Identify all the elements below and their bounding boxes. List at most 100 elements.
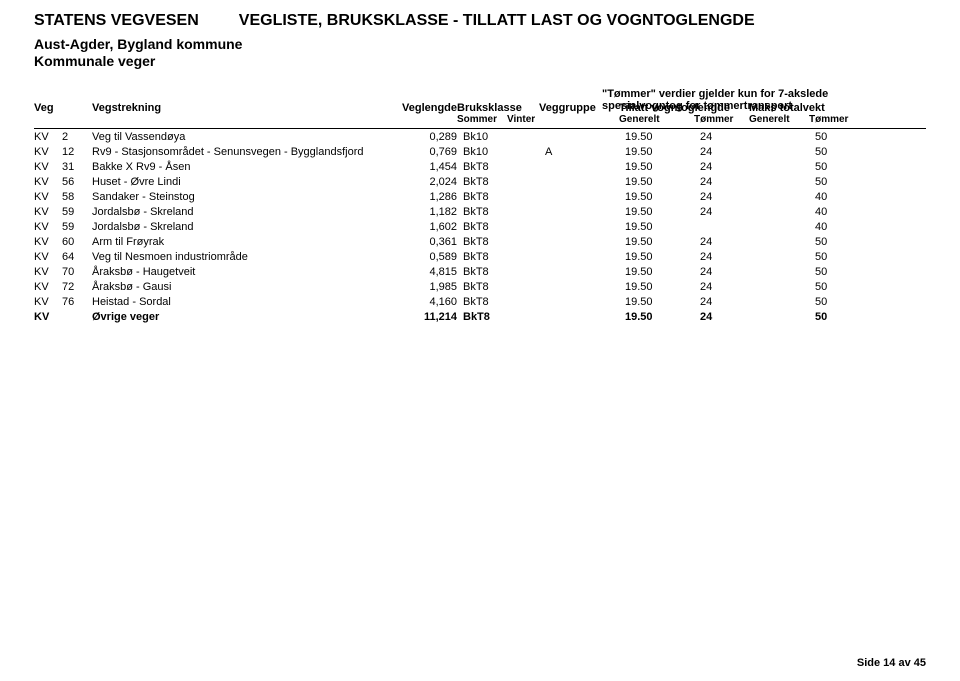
hdr-mtv-tommer: Tømmer bbox=[809, 114, 869, 125]
table-row: KV58Sandaker - Steinstog1,286BkT819.5024… bbox=[34, 189, 926, 204]
table-row: KV31Bakke X Rv9 - Åsen1,454BkT819.502450 bbox=[34, 159, 926, 174]
cell-tvlg: 19.50 bbox=[625, 251, 700, 263]
cell-strek: Åraksbø - Haugetveit bbox=[92, 266, 402, 278]
cell-tvlg: 19.50 bbox=[625, 296, 700, 308]
cell-tvlg: 19.50 bbox=[625, 236, 700, 248]
cell-tvlg: 19.50 bbox=[625, 161, 700, 173]
table-row: KV70Åraksbø - Haugetveit4,815BkT819.5024… bbox=[34, 264, 926, 279]
cell-veg: KV bbox=[34, 296, 62, 308]
cell-veg: KV bbox=[34, 266, 62, 278]
cell-tvlt: 24 bbox=[700, 131, 755, 143]
cell-tvlg: 19.50 bbox=[625, 131, 700, 143]
cell-tvlg: 19.50 bbox=[625, 146, 700, 158]
cell-tvlt: 24 bbox=[700, 161, 755, 173]
table-row: KV76Heistad - Sordal4,160BkT819.502450 bbox=[34, 294, 926, 309]
cell-strek: Veg til Nesmoen industriområde bbox=[92, 251, 402, 263]
cell-veg: KV bbox=[34, 146, 62, 158]
cell-mtvt: 50 bbox=[815, 266, 875, 278]
cell-tvlt: 24 bbox=[700, 236, 755, 248]
cell-vegl: 4,815 bbox=[402, 266, 463, 278]
cell-tvlt: 24 bbox=[700, 311, 755, 323]
cell-mtvt: 40 bbox=[815, 221, 875, 233]
table-row: KV59Jordalsbø - Skreland1,182BkT819.5024… bbox=[34, 204, 926, 219]
cell-vegl: 1,602 bbox=[402, 221, 463, 233]
cell-vegl: 4,160 bbox=[402, 296, 463, 308]
cell-vegl: 1,454 bbox=[402, 161, 463, 173]
cell-vegl: 0,289 bbox=[402, 131, 463, 143]
cell-bk: BkT8 bbox=[463, 296, 545, 308]
cell-num: 64 bbox=[62, 251, 92, 263]
cell-strek: Arm til Frøyrak bbox=[92, 236, 402, 248]
org-title: STATENS VEGVESEN bbox=[34, 12, 199, 30]
cell-tvlt: 24 bbox=[700, 266, 755, 278]
cell-num: 70 bbox=[62, 266, 92, 278]
cell-mtvt: 40 bbox=[815, 206, 875, 218]
cell-num: 59 bbox=[62, 206, 92, 218]
cell-mtvt: 50 bbox=[815, 311, 875, 323]
cell-mtvt: 50 bbox=[815, 251, 875, 263]
table-row: KV72Åraksbø - Gausi1,985BkT819.502450 bbox=[34, 279, 926, 294]
cell-bk: Bk10 bbox=[463, 146, 545, 158]
roads-type-line: Kommunale veger bbox=[34, 53, 926, 70]
cell-bk: BkT8 bbox=[463, 161, 545, 173]
cell-strek: Rv9 - Stasjonsområdet - Senunsvegen - By… bbox=[92, 146, 402, 158]
cell-tvlg: 19.50 bbox=[625, 191, 700, 203]
cell-veg: KV bbox=[34, 191, 62, 203]
cell-num: 31 bbox=[62, 161, 92, 173]
cell-mtvt: 50 bbox=[815, 131, 875, 143]
cell-vegl: 2,024 bbox=[402, 176, 463, 188]
cell-veg: KV bbox=[34, 131, 62, 143]
note-line-1: "Tømmer" verdier gjelder kun for 7-aksle… bbox=[602, 88, 872, 100]
note-box: "Tømmer" verdier gjelder kun for 7-aksle… bbox=[602, 88, 872, 112]
cell-tvlt: 24 bbox=[700, 251, 755, 263]
cell-tvlg: 19.50 bbox=[625, 311, 700, 323]
table-row: KV12Rv9 - Stasjonsområdet - Senunsvegen … bbox=[34, 144, 926, 159]
cell-mtvt: 40 bbox=[815, 191, 875, 203]
cell-tvlg: 19.50 bbox=[625, 206, 700, 218]
cell-num: 12 bbox=[62, 146, 92, 158]
cell-tvlt: 24 bbox=[700, 296, 755, 308]
hdr-sommer: Sommer bbox=[457, 114, 497, 125]
cell-num: 58 bbox=[62, 191, 92, 203]
cell-num: 2 bbox=[62, 131, 92, 143]
hdr-bruksklasse-label: Bruksklasse bbox=[457, 102, 539, 114]
cell-vgr: A bbox=[545, 146, 625, 158]
cell-strek: Jordalsbø - Skreland bbox=[92, 221, 402, 233]
hdr-veglengde: Veglengde bbox=[402, 102, 457, 125]
hdr-tvl-tommer: Tømmer bbox=[694, 114, 749, 125]
cell-strek: Bakke X Rv9 - Åsen bbox=[92, 161, 402, 173]
title-row: STATENS VEGVESEN VEGLISTE, BRUKSKLASSE -… bbox=[34, 12, 926, 30]
cell-strek: Sandaker - Steinstog bbox=[92, 191, 402, 203]
table-row: KV56Huset - Øvre Lindi2,024BkT819.502450 bbox=[34, 174, 926, 189]
cell-tvlt: 24 bbox=[700, 176, 755, 188]
cell-mtvt: 50 bbox=[815, 146, 875, 158]
cell-num: 72 bbox=[62, 281, 92, 293]
cell-vegl: 0,589 bbox=[402, 251, 463, 263]
cell-tvlt: 24 bbox=[700, 191, 755, 203]
cell-tvlg: 19.50 bbox=[625, 176, 700, 188]
cell-veg: KV bbox=[34, 281, 62, 293]
cell-tvlg: 19.50 bbox=[625, 266, 700, 278]
cell-veg: KV bbox=[34, 161, 62, 173]
cell-num: 60 bbox=[62, 236, 92, 248]
table-row: KVØvrige veger11,214BkT819.502450 bbox=[34, 309, 926, 324]
table-row: KV64Veg til Nesmoen industriområde0,589B… bbox=[34, 249, 926, 264]
note-line-2: spesialvogntog for tømmertransport bbox=[602, 100, 872, 112]
cell-strek: Veg til Vassendøya bbox=[92, 131, 402, 143]
hdr-vegstrekning: Vegstrekning bbox=[92, 102, 402, 125]
cell-bk: BkT8 bbox=[463, 251, 545, 263]
table-row: KV2Veg til Vassendøya0,289Bk1019.502450 bbox=[34, 129, 926, 144]
hdr-bruksklasse: Bruksklasse Sommer Vinter bbox=[457, 102, 539, 125]
cell-bk: BkT8 bbox=[463, 191, 545, 203]
table-row: KV60Arm til Frøyrak0,361BkT819.502450 bbox=[34, 234, 926, 249]
cell-veg: KV bbox=[34, 251, 62, 263]
page-footer: Side 14 av 45 bbox=[857, 657, 926, 669]
cell-strek: Heistad - Sordal bbox=[92, 296, 402, 308]
cell-veg: KV bbox=[34, 311, 62, 323]
cell-vegl: 1,985 bbox=[402, 281, 463, 293]
cell-bk: BkT8 bbox=[463, 281, 545, 293]
cell-veg: KV bbox=[34, 236, 62, 248]
cell-bk: BkT8 bbox=[463, 176, 545, 188]
cell-bk: BkT8 bbox=[463, 236, 545, 248]
cell-mtvt: 50 bbox=[815, 176, 875, 188]
